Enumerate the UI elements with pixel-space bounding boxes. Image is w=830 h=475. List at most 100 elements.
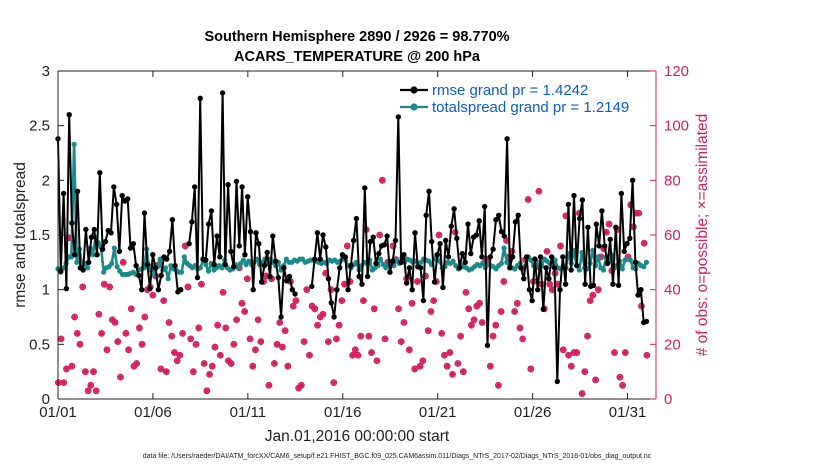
obs-assimilated-stroke bbox=[177, 352, 183, 358]
series-point bbox=[66, 112, 72, 118]
obs-assimilated-point bbox=[68, 363, 76, 370]
obs-assimilated-stroke bbox=[268, 276, 275, 282]
series-point bbox=[523, 254, 530, 260]
obs-assimilated-stroke bbox=[174, 358, 180, 364]
obs-assimilated-stroke bbox=[241, 308, 248, 315]
series-point bbox=[267, 273, 273, 280]
obs-assimilated-stroke bbox=[206, 371, 213, 378]
rmse-series bbox=[55, 90, 650, 385]
obs-assimilated-stroke bbox=[301, 338, 307, 345]
series-point bbox=[258, 279, 265, 285]
obs-assimilated-stroke bbox=[279, 344, 286, 350]
series-point bbox=[395, 114, 401, 120]
obs-assimilated-point bbox=[271, 360, 278, 367]
series-point bbox=[482, 203, 488, 210]
y-tick-label: 2.5 bbox=[29, 118, 50, 135]
series-point bbox=[496, 212, 502, 218]
obs-assimilated-stroke bbox=[93, 388, 99, 394]
series-point bbox=[231, 264, 237, 270]
legend-spread-marker bbox=[410, 103, 418, 111]
obs-assimilated-point bbox=[173, 357, 181, 364]
series-point bbox=[162, 265, 169, 271]
series-point bbox=[116, 248, 123, 255]
obs-assimilated-point bbox=[284, 363, 292, 370]
obs-assimilated-stroke bbox=[88, 382, 94, 388]
obs-assimilated-point bbox=[489, 332, 497, 340]
series-point bbox=[476, 218, 482, 224]
obs-assimilated-stroke bbox=[96, 311, 102, 317]
obs-assimilated-stroke bbox=[314, 322, 321, 328]
obs-assimilated-point bbox=[622, 349, 629, 356]
y2-tick-label: 0 bbox=[664, 391, 672, 408]
obs-assimilated-point bbox=[411, 365, 418, 373]
series-point bbox=[448, 223, 454, 229]
obs-assimilated-point bbox=[335, 322, 343, 329]
series-point bbox=[384, 233, 390, 239]
obs-assimilated-point bbox=[238, 300, 246, 307]
series-point bbox=[353, 215, 360, 222]
obs-assimilated-point bbox=[279, 343, 286, 351]
obs-assimilated-stroke bbox=[349, 352, 356, 358]
obs-assimilated-stroke bbox=[374, 358, 380, 364]
obs-assimilated-stroke bbox=[449, 371, 456, 378]
series-point bbox=[99, 246, 106, 252]
series-point bbox=[58, 268, 64, 274]
series-point bbox=[507, 265, 513, 271]
obs-assimilated-point bbox=[338, 297, 346, 304]
series-point bbox=[532, 256, 538, 262]
obs-assimilated-stroke bbox=[414, 278, 421, 285]
obs-assimilated-stroke bbox=[511, 308, 518, 315]
series-point bbox=[74, 188, 81, 194]
obs-assimilated-stroke bbox=[193, 341, 199, 347]
series-point bbox=[147, 285, 153, 292]
obs-assimilated-point bbox=[92, 387, 100, 394]
obs-assimilated-point bbox=[292, 297, 300, 304]
obs-assimilated-stroke bbox=[179, 330, 186, 337]
series-point bbox=[166, 248, 173, 255]
obs-assimilated-stroke bbox=[501, 278, 507, 285]
series-point bbox=[484, 342, 491, 349]
obs-assimilated-stroke bbox=[187, 336, 194, 342]
obs-assimilated-point bbox=[214, 322, 221, 329]
legend-rmse-label: rmse grand pr = 1.4242 bbox=[432, 82, 588, 99]
chart-subtitle: ACARS_TEMPERATURE @ 200 hPa bbox=[234, 49, 481, 65]
x-tick-label: 01/11 bbox=[230, 404, 266, 421]
series-point bbox=[627, 235, 633, 241]
series-point bbox=[596, 243, 602, 249]
obs-assimilated-point bbox=[198, 281, 205, 288]
series-point bbox=[211, 261, 217, 268]
obs-assimilated-stroke bbox=[544, 248, 550, 255]
obs-assimilated-stroke bbox=[190, 369, 197, 375]
obs-assimilated-point bbox=[246, 335, 254, 343]
obs-assimilated-stroke bbox=[582, 369, 588, 375]
series-point bbox=[205, 221, 212, 227]
obs-assimilated-point bbox=[222, 324, 229, 332]
obs-assimilated-stroke bbox=[104, 347, 110, 353]
obs-assimilated-stroke bbox=[285, 363, 291, 369]
y-tick-label: 2 bbox=[42, 172, 50, 189]
series-point bbox=[590, 282, 597, 288]
obs-assimilated-point bbox=[187, 335, 194, 343]
series-point bbox=[325, 276, 332, 282]
obs-assimilated-point bbox=[546, 281, 553, 288]
series-point bbox=[275, 274, 281, 281]
series-point bbox=[256, 241, 262, 247]
legend: rmse grand pr = 1.4242 totalspread grand… bbox=[400, 82, 629, 116]
series-point bbox=[445, 254, 452, 260]
obs-assimilated-stroke bbox=[98, 330, 105, 337]
series-point bbox=[543, 265, 549, 271]
obs-assimilated-point bbox=[584, 332, 591, 340]
obs-assimilated-point bbox=[74, 330, 81, 337]
series-point bbox=[412, 230, 418, 236]
series-point bbox=[72, 252, 78, 258]
series-point bbox=[350, 237, 357, 244]
series-point bbox=[328, 300, 334, 306]
obs-assimilated-point bbox=[611, 349, 618, 356]
obs-assimilated-point bbox=[514, 300, 521, 307]
obs-assimilated-stroke bbox=[82, 369, 89, 375]
obs-assimilated-stroke bbox=[163, 369, 170, 375]
series-point bbox=[337, 265, 343, 271]
series-point bbox=[144, 261, 150, 268]
obs-assimilated-stroke bbox=[425, 328, 431, 334]
obs-assimilated-point bbox=[171, 349, 178, 356]
